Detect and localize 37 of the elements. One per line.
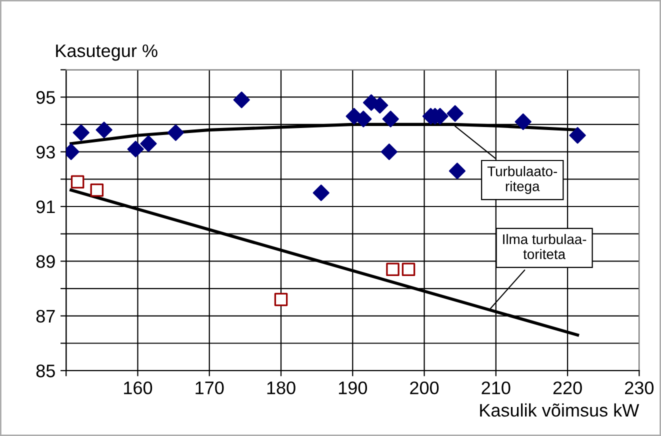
point bbox=[514, 113, 532, 130]
point bbox=[312, 184, 330, 202]
annotation: Ilma turbulaa- toriteta bbox=[503, 234, 586, 260]
x-tick-label: 200 bbox=[410, 381, 439, 394]
x-axis-title: Kasulik võimsus kW bbox=[480, 403, 640, 417]
y-axis-title: Kasutegur % bbox=[56, 44, 158, 61]
point bbox=[446, 105, 464, 122]
point bbox=[448, 162, 466, 180]
y-tick-label: 85 bbox=[36, 364, 55, 378]
point bbox=[569, 127, 586, 144]
point bbox=[70, 175, 84, 189]
x-tick-label: 160 bbox=[124, 381, 152, 394]
y-tick-label: 91 bbox=[36, 200, 55, 214]
y-tick-label: 89 bbox=[36, 255, 55, 268]
point bbox=[355, 110, 372, 128]
x-tick-label: 210 bbox=[482, 381, 510, 394]
point bbox=[402, 262, 416, 276]
y-tick-label: 95 bbox=[36, 91, 55, 104]
y-tick-label: 93 bbox=[36, 146, 55, 159]
y-tick-label: 87 bbox=[36, 310, 55, 323]
point bbox=[382, 110, 399, 128]
point bbox=[386, 262, 400, 276]
x-tick-label: 220 bbox=[553, 381, 582, 394]
point bbox=[140, 135, 157, 152]
point bbox=[233, 92, 250, 108]
point bbox=[72, 124, 90, 141]
point bbox=[274, 292, 288, 306]
point bbox=[96, 122, 112, 138]
point bbox=[127, 140, 144, 158]
x-tick-label: 190 bbox=[338, 381, 367, 394]
point bbox=[380, 144, 398, 160]
point bbox=[90, 183, 104, 197]
x-tick-label: 230 bbox=[625, 381, 654, 394]
x-tick-label: 180 bbox=[267, 381, 296, 394]
x-tick-label: 170 bbox=[196, 381, 224, 394]
point bbox=[167, 124, 184, 141]
annotation: Turbulaato- ritega bbox=[487, 166, 558, 194]
